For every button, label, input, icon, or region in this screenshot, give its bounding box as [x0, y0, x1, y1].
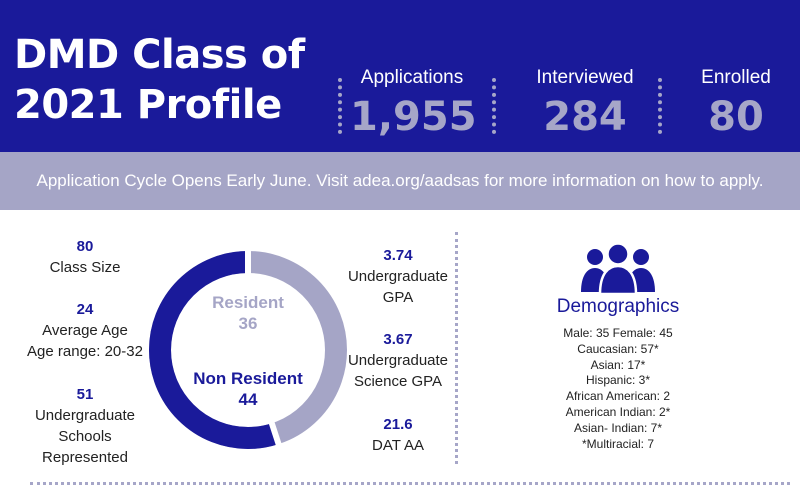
undergrad-gpa-stat: 3.74 Undergraduate GPA [338, 245, 458, 308]
stat-label: Average Age [42, 322, 128, 339]
section-divider [455, 232, 458, 464]
title-line-1: DMD Class of [14, 32, 305, 78]
bottom-dotted-rule [30, 482, 790, 485]
stat-label: DAT AA [372, 437, 424, 454]
stat-value: 80 [76, 238, 94, 255]
interviewed-label: Interviewed [536, 67, 634, 88]
applications-stat: Applications 1,955 [350, 66, 477, 140]
stat-value: 24 [76, 301, 94, 318]
stat-value: 21.6 [383, 416, 413, 433]
nonresident-label: Non Resident 44 [180, 368, 316, 410]
nonresident-label-text: Non Resident [193, 369, 303, 388]
slice-gap [268, 419, 283, 448]
stat-label: Represented [42, 449, 128, 466]
header: DMD Class of 2021 Profile Applications 1… [0, 0, 800, 152]
stat-label: Undergraduate [347, 352, 449, 369]
demographic-item: Asian: 17* [590, 357, 646, 372]
stat-label: Age range: 20-32 [27, 343, 143, 360]
demographic-item: American Indian: 2* [565, 404, 671, 419]
resident-label-text: Resident [212, 293, 284, 312]
dotted-separator [492, 78, 496, 134]
demographic-item: Hispanic: 3* [585, 373, 651, 388]
enrolled-label: Enrolled [701, 67, 771, 88]
applications-label: Applications [360, 67, 464, 88]
stat-value: 3.74 [383, 247, 413, 264]
enrolled-stat: Enrolled 80 [688, 66, 784, 140]
dotted-separator [658, 78, 662, 134]
stat-value: 51 [76, 386, 94, 403]
stat-label: Schools [58, 428, 112, 445]
demographics-title: Demographics [556, 296, 680, 317]
demographic-item: *Multiracial: 7 [581, 436, 655, 451]
residency-donut [149, 250, 347, 449]
average-age-stat: 24 Average Age Age range: 20-32 [20, 299, 150, 362]
people-group-icon [581, 242, 655, 294]
info-banner: Application Cycle Opens Early June. Visi… [0, 152, 800, 210]
page-title: DMD Class of 2021 Profile [14, 30, 305, 130]
interviewed-stat: Interviewed 284 [524, 66, 646, 140]
demographics-list: Male: 35 Female: 45 Caucasian: 57* Asian… [500, 326, 736, 452]
stat-label: Undergraduate [34, 407, 136, 424]
resident-value: 36 [238, 314, 258, 333]
nonresident-value: 44 [238, 390, 258, 409]
stat-label: Undergraduate [347, 268, 449, 285]
demographic-item: African American: 2 [565, 389, 671, 404]
stat-label: GPA [382, 289, 414, 306]
stat-value: 3.67 [383, 331, 413, 348]
demographic-item: Caucasian: 57* [577, 341, 659, 356]
resident-label: Resident 36 [188, 292, 308, 334]
enrolled-value: 80 [708, 94, 764, 140]
schools-stat: 51 Undergraduate Schools Represented [20, 384, 150, 468]
stat-label: Class Size [49, 259, 121, 276]
demographic-item: Asian- Indian: 7* [573, 420, 663, 435]
stat-label: Science GPA [353, 373, 443, 390]
title-line-2: 2021 Profile [14, 82, 282, 128]
dat-stat: 21.6 DAT AA [338, 414, 458, 456]
class-size-stat: 80 Class Size [20, 236, 150, 278]
applications-value: 1,955 [350, 94, 477, 140]
demographic-item: Male: 35 Female: 45 [563, 326, 673, 340]
dotted-separator [338, 78, 342, 134]
banner-text: Application Cycle Opens Early June. Visi… [36, 171, 764, 190]
science-gpa-stat: 3.67 Undergraduate Science GPA [338, 329, 458, 392]
interviewed-value: 284 [543, 94, 627, 140]
